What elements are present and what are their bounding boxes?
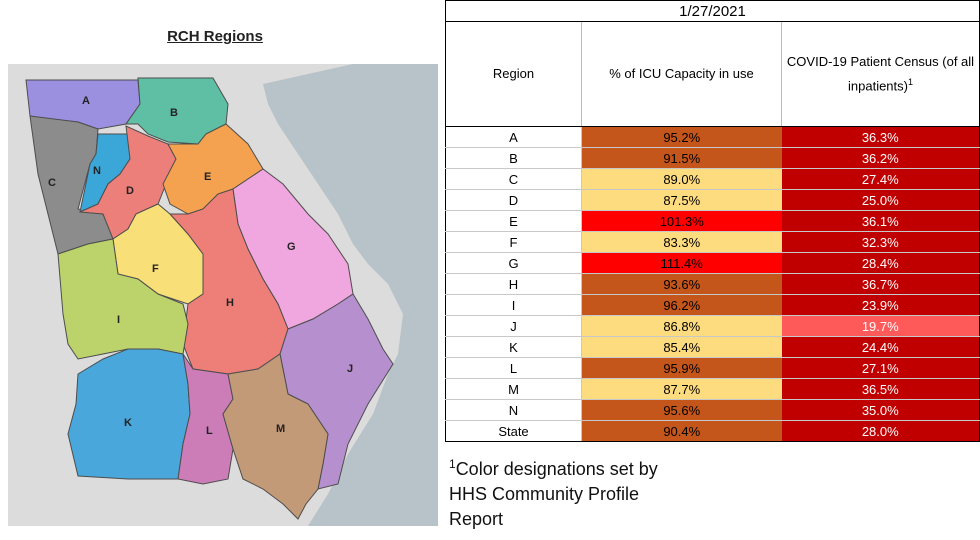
region-cell: L [445, 357, 582, 379]
icu-cell: 87.7% [581, 378, 782, 400]
table-row: D 87.5% 25.0% [445, 189, 980, 211]
table-row: H 93.6% 36.7% [445, 273, 980, 295]
icu-cell: 111.4% [581, 252, 782, 274]
table-body: A 95.2% 36.3% B 91.5% 36.2% C 89.0% 27.4% D 87.5% 2… [445, 126, 980, 442]
region-cell: E [445, 210, 582, 232]
ocean-area [263, 64, 438, 526]
region-cell: C [445, 168, 582, 190]
region-k [67, 348, 191, 480]
header-row: Region % of ICU Capacity in use COVID-19… [445, 21, 980, 127]
census-cell: 28.0% [781, 420, 980, 442]
footnote-line-1: Color designations set by [455, 459, 658, 479]
region-label-f: F [152, 263, 159, 275]
region-cell: F [445, 231, 582, 253]
icu-cell: 83.3% [581, 231, 782, 253]
icu-cell: 93.6% [581, 273, 782, 295]
table-row: F 83.3% 32.3% [445, 231, 980, 253]
region-label-d: D [126, 185, 134, 197]
region-label-b: B [170, 107, 178, 119]
region-cell: J [445, 315, 582, 337]
region-cell: H [445, 273, 582, 295]
region-label-i: I [117, 314, 120, 326]
region-cell: State [445, 420, 582, 442]
footnote-line-3: Report [449, 509, 504, 529]
region-i [57, 238, 189, 360]
census-cell: 36.7% [781, 273, 980, 295]
region-cell: D [445, 189, 582, 211]
census-cell: 36.3% [781, 126, 980, 148]
census-cell: 27.1% [781, 357, 980, 379]
census-cell: 36.2% [781, 147, 980, 169]
icu-capacity-table: 1/27/2021 Region % of ICU Capacity in us… [445, 0, 980, 442]
table-row: A 95.2% 36.3% [445, 126, 980, 148]
region-cell: B [445, 147, 582, 169]
table-row: N 95.6% 35.0% [445, 399, 980, 421]
icu-cell: 86.8% [581, 315, 782, 337]
census-cell: 25.0% [781, 189, 980, 211]
region-label-e: E [204, 171, 211, 183]
region-label-j: J [347, 363, 353, 375]
table-row: J 86.8% 19.7% [445, 315, 980, 337]
report-date: 1/27/2021 [445, 0, 980, 22]
table-row: M 87.7% 36.5% [445, 378, 980, 400]
region-cell: A [445, 126, 582, 148]
state-row: State 90.4% 28.0% [445, 420, 980, 442]
census-cell: 36.1% [781, 210, 980, 232]
census-cell: 24.4% [781, 336, 980, 358]
icu-cell: 90.4% [581, 420, 782, 442]
table-row: K 85.4% 24.4% [445, 336, 980, 358]
header-census-sup: 1 [907, 76, 913, 87]
header-census: COVID-19 Patient Census (of all inpatien… [781, 21, 980, 127]
region-cell: M [445, 378, 582, 400]
region-label-n: N [93, 165, 101, 177]
table-row: E 101.3% 36.1% [445, 210, 980, 232]
region-m [222, 353, 329, 520]
icu-cell: 85.4% [581, 336, 782, 358]
footnote-line-2: HHS Community Profile [449, 484, 640, 504]
census-cell: 27.4% [781, 168, 980, 190]
table-row: B 91.5% 36.2% [445, 147, 980, 169]
table-row: I 96.2% 23.9% [445, 294, 980, 316]
icu-cell: 95.6% [581, 399, 782, 421]
icu-cell: 95.2% [581, 126, 782, 148]
region-cell: N [445, 399, 582, 421]
icu-cell: 91.5% [581, 147, 782, 169]
icu-table-container: 1/27/2021 Region % of ICU Capacity in us… [445, 0, 980, 442]
region-label-h: H [226, 297, 234, 309]
census-cell: 32.3% [781, 231, 980, 253]
icu-cell: 95.9% [581, 357, 782, 379]
icu-cell: 101.3% [581, 210, 782, 232]
region-cell: K [445, 336, 582, 358]
region-label-c: C [48, 177, 56, 189]
header-region: Region [445, 21, 582, 127]
date-row: 1/27/2021 [445, 0, 980, 22]
region-b [125, 77, 229, 145]
census-cell: 19.7% [781, 315, 980, 337]
map-title: RCH Regions [167, 28, 263, 45]
region-cell: G [445, 252, 582, 274]
icu-cell: 87.5% [581, 189, 782, 211]
georgia-regions-map: A B C N D E F G H I J K L M [8, 64, 438, 526]
region-label-m: M [276, 423, 285, 435]
footnote: 1Color designations set by HHS Community… [449, 452, 749, 532]
icu-cell: 89.0% [581, 168, 782, 190]
map-panel: RCH Regions A B C N D E F G H I J K L M [0, 0, 445, 540]
census-cell: 36.5% [781, 378, 980, 400]
icu-cell: 96.2% [581, 294, 782, 316]
region-label-l: L [206, 425, 213, 437]
census-cell: 23.9% [781, 294, 980, 316]
census-cell: 35.0% [781, 399, 980, 421]
region-label-k: K [124, 417, 132, 429]
header-census-text: COVID-19 Patient Census (of all inpatien… [786, 53, 975, 94]
table-row: L 95.9% 27.1% [445, 357, 980, 379]
region-cell: I [445, 294, 582, 316]
header-icu: % of ICU Capacity in use [581, 21, 782, 127]
census-cell: 28.4% [781, 252, 980, 274]
table-row: G 111.4% 28.4% [445, 252, 980, 274]
footnote-sup: 1 [449, 457, 456, 471]
region-label-a: A [82, 95, 90, 107]
table-row: C 89.0% 27.4% [445, 168, 980, 190]
region-label-g: G [287, 241, 296, 253]
